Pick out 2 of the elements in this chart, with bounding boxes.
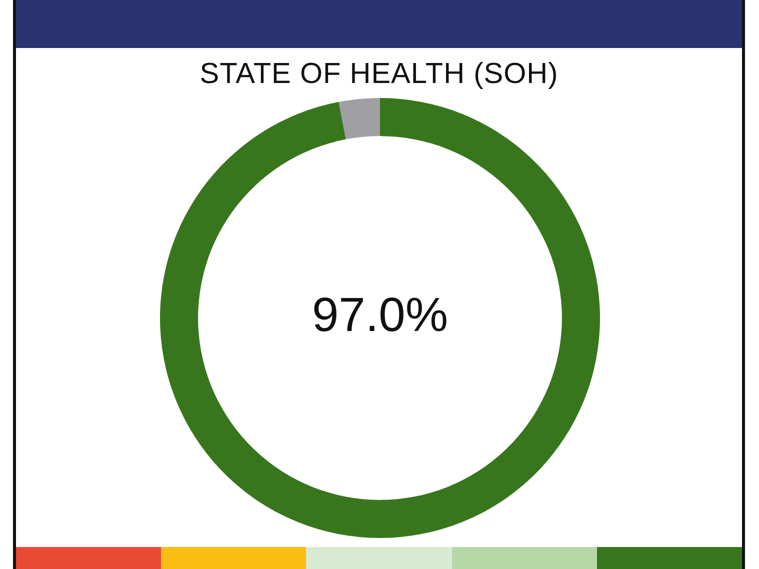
text: 97.0% — [312, 289, 448, 342]
chart-title: STATE OF HEALTH (SOH) — [198, 57, 560, 92]
